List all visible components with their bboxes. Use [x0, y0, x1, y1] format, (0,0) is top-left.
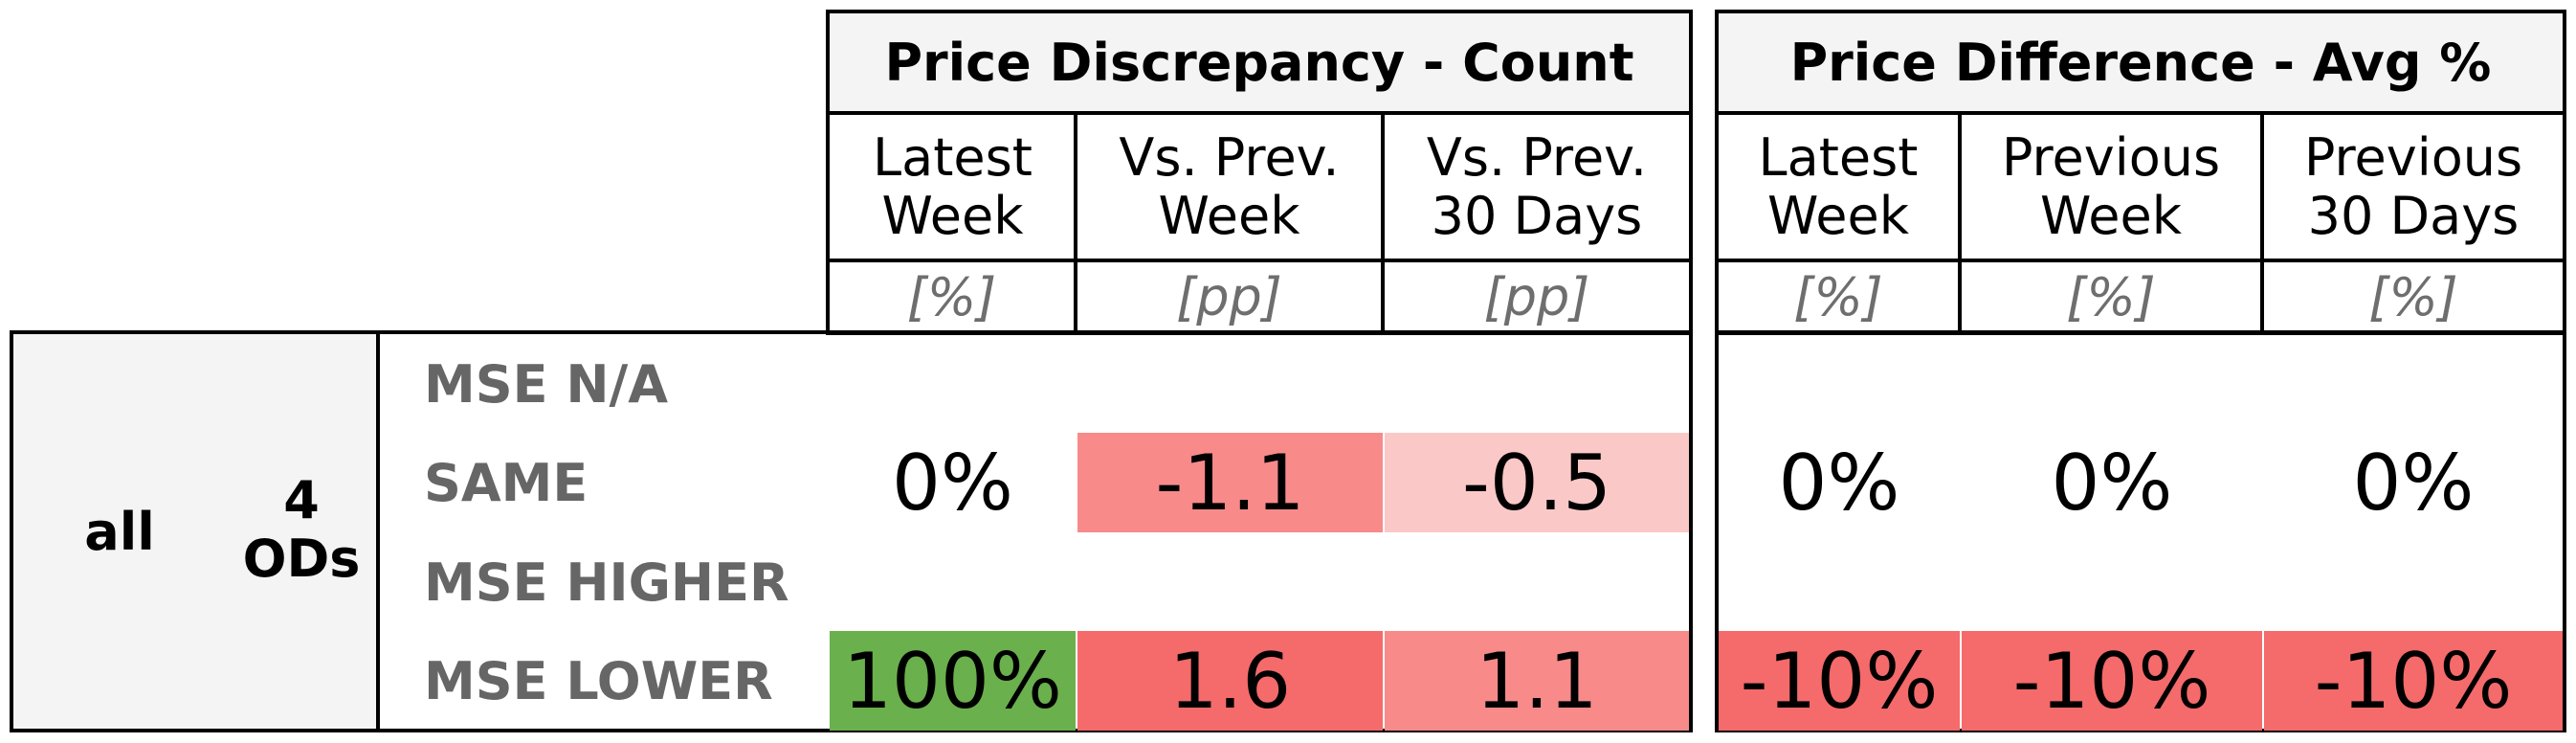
header-sep — [1958, 111, 1962, 335]
table-cell — [2264, 334, 2563, 434]
table-cell: -0.5 — [1385, 433, 1689, 532]
header-sep — [1381, 111, 1385, 335]
col-unit: [%] — [1793, 266, 1883, 327]
col-unit: [pp] — [1483, 266, 1590, 327]
table-cell — [1719, 532, 1960, 632]
table-cell — [1962, 334, 2262, 434]
col-label: Latest Week — [1758, 127, 1919, 246]
table-cell: -10% — [2264, 631, 2563, 731]
col-label: Previous Week — [2001, 127, 2221, 246]
row-label: MSE N/A — [424, 353, 669, 415]
row-label: MSE HIGHER — [424, 552, 789, 613]
table-cell — [1385, 532, 1689, 632]
table-cell — [830, 532, 1076, 632]
group-all-label: all — [84, 501, 155, 562]
col-unit: [pp] — [1176, 266, 1282, 327]
group-cell — [10, 330, 380, 732]
col-label: Vs. Prev. 30 Days — [1426, 127, 1648, 246]
header-divider-1 — [826, 259, 1693, 262]
col-label: Previous 30 Days — [2303, 127, 2523, 246]
table-cell: 0% — [2051, 438, 2173, 528]
header-divider-2 — [1715, 259, 2566, 262]
table-cell: 0% — [1778, 438, 1900, 528]
table-cell: 0% — [2352, 438, 2475, 528]
table-cell — [1077, 334, 1383, 434]
col-unit: [%] — [2368, 266, 2458, 327]
table-cell: 100% — [830, 631, 1076, 731]
col-unit: [%] — [906, 266, 997, 327]
header-sep — [2260, 111, 2264, 335]
panel-1-title: Price Discrepancy - Count — [826, 10, 1693, 115]
table-cell: 1.1 — [1385, 631, 1689, 731]
col-unit: [%] — [2066, 266, 2156, 327]
group-ods-label: 4 ODs — [242, 469, 361, 589]
col-label: Vs. Prev. Week — [1119, 127, 1340, 246]
table-cell — [2264, 532, 2563, 632]
row-label: SAME — [424, 452, 588, 513]
table-cell: 0% — [892, 438, 1013, 528]
header-sep — [1074, 111, 1077, 335]
table-cell — [1962, 532, 2262, 632]
body-frame-2 — [1715, 330, 2566, 732]
table-cell: 1.6 — [1077, 631, 1383, 731]
table-cell: -1.1 — [1077, 433, 1383, 532]
table-cell — [1385, 334, 1689, 434]
table-cell — [1077, 532, 1383, 632]
table-cell: -10% — [1962, 631, 2262, 731]
body-frame-1 — [376, 330, 1693, 732]
panel-2-title: Price Difference - Avg % — [1715, 10, 2566, 115]
table-cell — [830, 334, 1076, 434]
row-label: MSE LOWER — [424, 650, 773, 711]
table-cell — [1719, 334, 1960, 434]
col-label: Latest Week — [873, 127, 1033, 246]
table-cell: -10% — [1719, 631, 1960, 731]
